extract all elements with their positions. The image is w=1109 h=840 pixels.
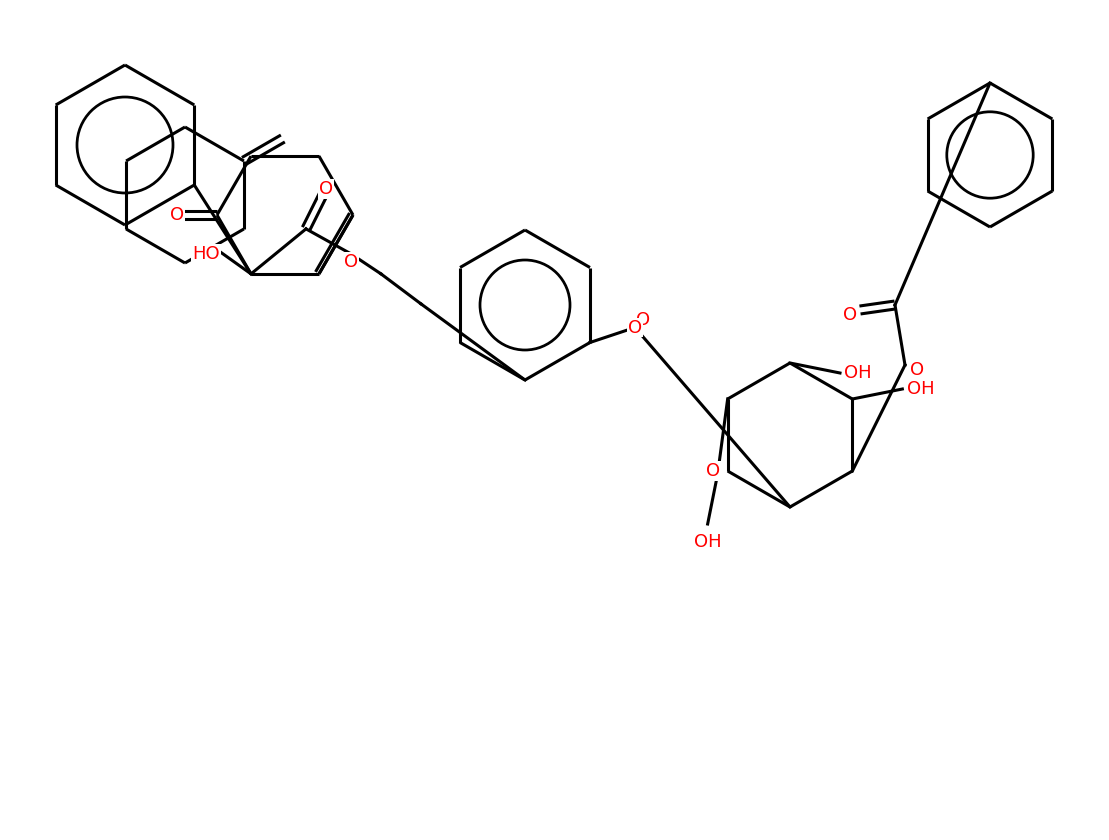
- Text: OH: OH: [906, 380, 934, 398]
- Text: O: O: [843, 306, 857, 324]
- Text: O: O: [635, 311, 650, 328]
- Text: HO: HO: [192, 245, 220, 263]
- Text: O: O: [319, 180, 333, 198]
- Text: O: O: [628, 318, 642, 337]
- Text: O: O: [705, 462, 720, 480]
- Text: OH: OH: [694, 533, 722, 551]
- Text: O: O: [910, 361, 924, 379]
- Text: O: O: [344, 253, 358, 270]
- Text: O: O: [170, 206, 184, 224]
- Text: OH: OH: [844, 364, 872, 382]
